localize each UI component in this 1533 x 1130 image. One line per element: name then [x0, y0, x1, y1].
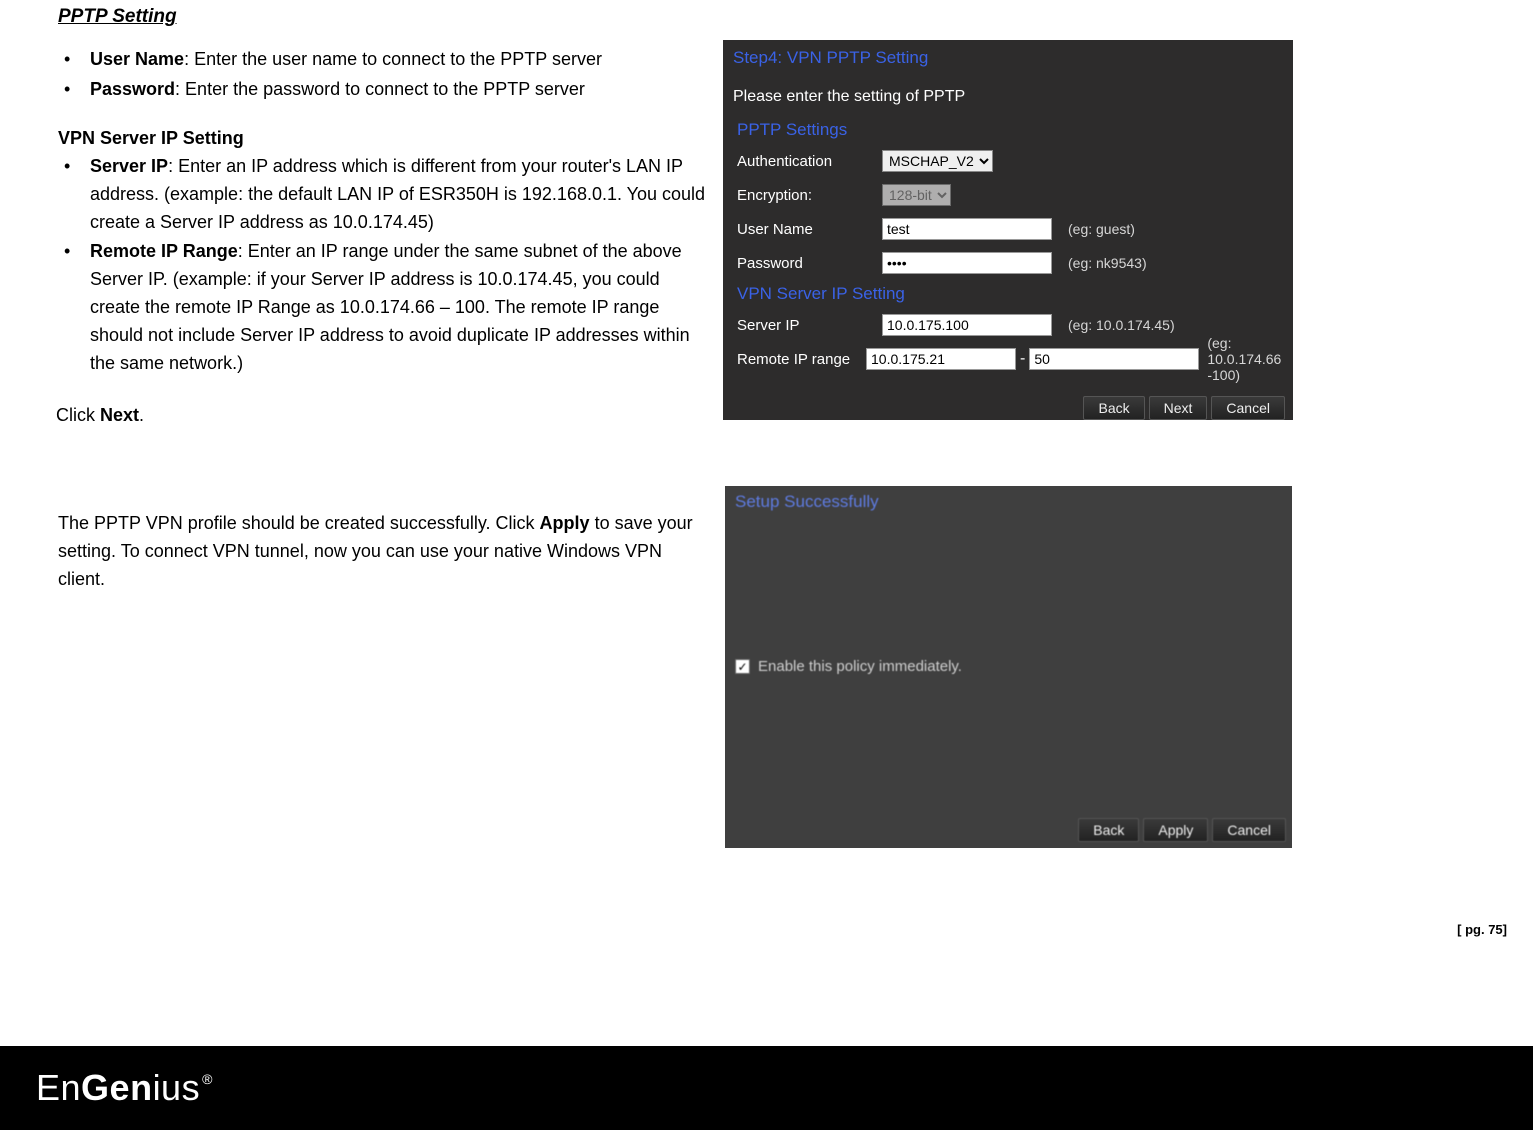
bullet-label: User Name: [90, 49, 184, 69]
bullet-text: : Enter an IP address which is different…: [90, 156, 705, 232]
apply-paragraph: The PPTP VPN profile should be created s…: [58, 510, 708, 594]
bullet-server-ip: Server IP: Enter an IP address which is …: [90, 153, 708, 237]
auth-select[interactable]: MSCHAP_V2: [882, 150, 993, 172]
apply-button[interactable]: Apply: [1143, 818, 1208, 842]
logo-part: Gen: [81, 1067, 153, 1109]
page-number: [ pg. 75]: [1457, 922, 1507, 937]
logo-part: En: [36, 1067, 81, 1109]
cancel-button[interactable]: Cancel: [1212, 818, 1286, 842]
prompt-line: Please enter the setting of PPTP: [723, 74, 1293, 116]
enc-label: Encryption:: [737, 187, 882, 204]
click-next-line: Click Next.: [56, 402, 708, 430]
bullet-username: User Name: Enter the user name to connec…: [90, 46, 708, 74]
bullet-text: : Enter the user name to connect to the …: [184, 49, 602, 69]
success-buttons: Back Apply Cancel: [1078, 818, 1286, 842]
text: .: [139, 405, 144, 425]
rng-label: Remote IP range: [737, 351, 866, 368]
footer-bar: EnGenius®: [0, 1046, 1533, 1130]
rng-eg: (eg: 10.0.174.66 -100): [1207, 335, 1293, 383]
bullet-remote-range: Remote IP Range: Enter an IP range under…: [90, 238, 708, 377]
registered-icon: ®: [202, 1071, 213, 1087]
srv-label: Server IP: [737, 317, 882, 334]
next-bold: Next: [100, 405, 139, 425]
username-input[interactable]: [882, 218, 1052, 240]
vpn-pptp-screenshot: Step4: VPN PPTP Setting Please enter the…: [723, 40, 1293, 420]
bullet-label: Password: [90, 79, 175, 99]
back-button[interactable]: Back: [1078, 818, 1139, 842]
pptp-heading: PPTP Setting: [58, 6, 1533, 28]
password-input[interactable]: [882, 252, 1052, 274]
step-title: Step4: VPN PPTP Setting: [723, 40, 1293, 74]
user-label: User Name: [737, 221, 882, 238]
remote-range-end-input[interactable]: [1029, 348, 1199, 370]
enable-policy-checkbox[interactable]: ✓: [735, 659, 750, 674]
vpn-bullets: Server IP: Enter an IP address which is …: [90, 153, 708, 378]
pass-eg: (eg: nk9543): [1068, 255, 1147, 271]
row-username: User Name (eg: guest): [723, 212, 1293, 246]
engenius-logo: EnGenius®: [36, 1067, 213, 1109]
remote-range-start-input[interactable]: [866, 348, 1016, 370]
cancel-button[interactable]: Cancel: [1211, 396, 1285, 420]
success-title: Setup Successfully: [725, 486, 1292, 518]
srv-eg: (eg: 10.0.174.45): [1068, 317, 1175, 333]
auth-label: Authentication: [737, 153, 882, 170]
text: The PPTP VPN profile should be created s…: [58, 513, 540, 533]
wizard-buttons: Back Next Cancel: [723, 384, 1293, 428]
bullet-text: : Enter the password to connect to the P…: [175, 79, 585, 99]
pass-label: Password: [737, 255, 882, 272]
row-password: Password (eg: nk9543): [723, 246, 1293, 280]
server-ip-input[interactable]: [882, 314, 1052, 336]
setup-success-screenshot: Setup Successfully ✓ Enable this policy …: [725, 486, 1292, 848]
enc-select: 128-bit: [882, 184, 951, 206]
pptp-bullets: User Name: Enter the user name to connec…: [90, 46, 708, 104]
vpn-server-ip-header: VPN Server IP Setting: [723, 280, 1293, 308]
apply-bold: Apply: [540, 513, 590, 533]
back-button[interactable]: Back: [1083, 396, 1144, 420]
row-authentication: Authentication MSCHAP_V2: [723, 144, 1293, 178]
next-button[interactable]: Next: [1149, 396, 1208, 420]
pptp-settings-header: PPTP Settings: [723, 116, 1293, 144]
bullet-password: Password: Enter the password to connect …: [90, 76, 708, 104]
user-eg: (eg: guest): [1068, 221, 1135, 237]
row-remote-range: Remote IP range - (eg: 10.0.174.66 -100): [723, 342, 1293, 376]
enable-policy-label: Enable this policy immediately.: [758, 658, 962, 675]
row-encryption: Encryption: 128-bit: [723, 178, 1293, 212]
enable-policy-row: ✓ Enable this policy immediately.: [735, 658, 962, 675]
bullet-label: Server IP: [90, 156, 168, 176]
bullet-label: Remote IP Range: [90, 241, 238, 261]
range-dash: -: [1020, 350, 1025, 368]
logo-part: ius: [153, 1067, 201, 1109]
text: Click: [56, 405, 100, 425]
vpn-server-heading: VPN Server IP Setting: [58, 128, 708, 149]
left-column: User Name: Enter the user name to connec…: [58, 46, 708, 593]
